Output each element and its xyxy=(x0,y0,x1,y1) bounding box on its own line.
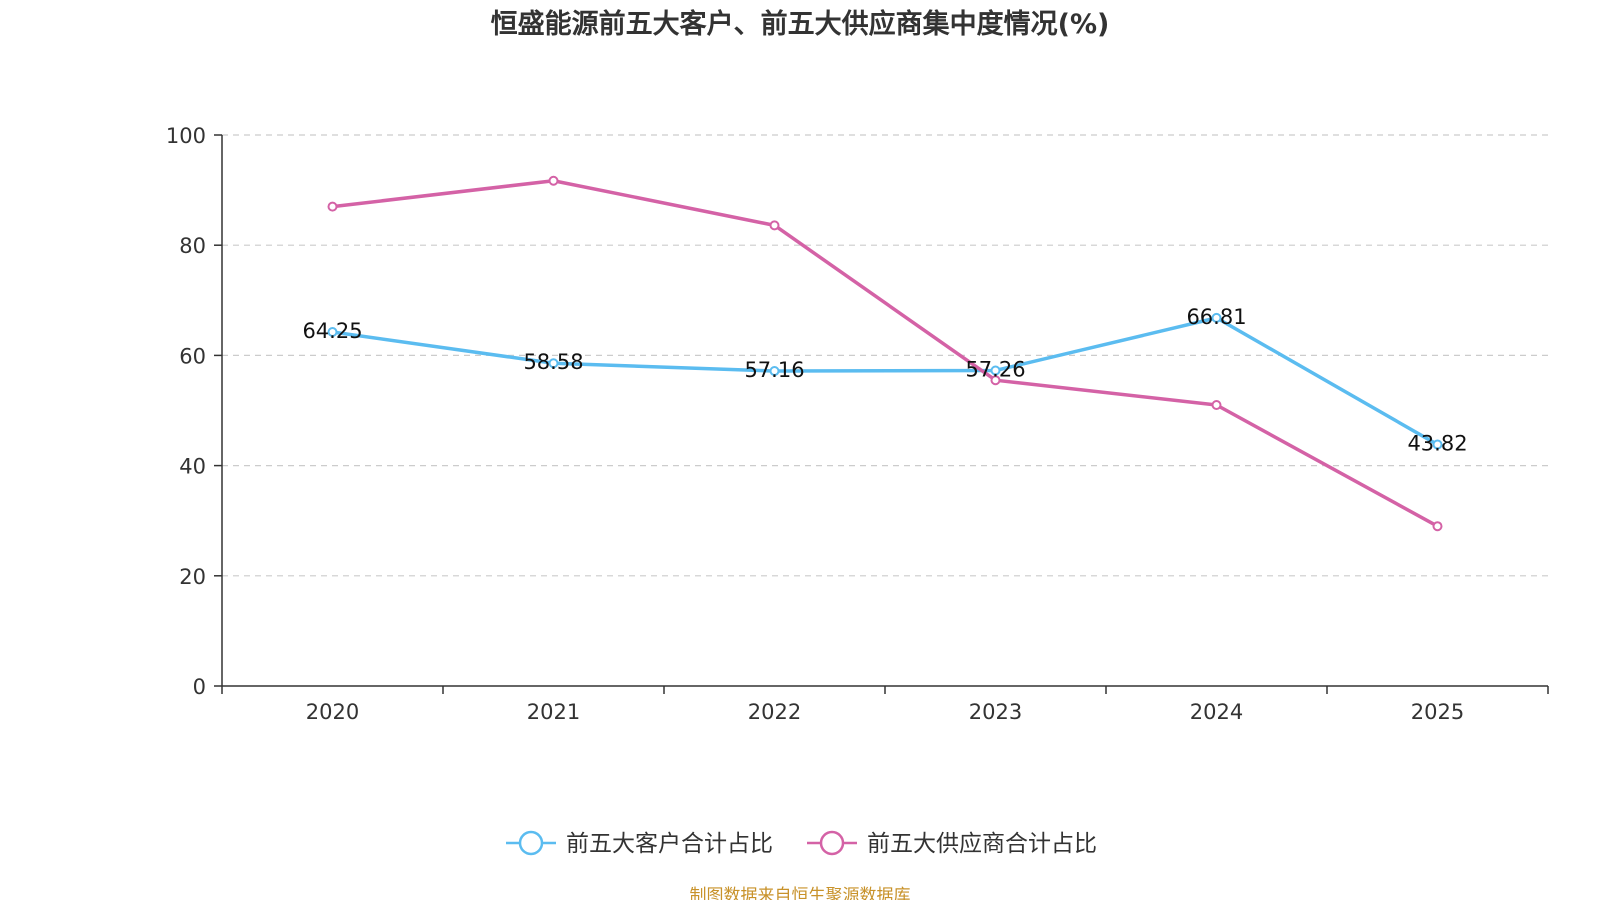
chart-title: 恒盛能源前五大客户、前五大供应商集中度情况(%) xyxy=(491,8,1110,40)
y-tick-label: 20 xyxy=(179,565,206,589)
data-point xyxy=(327,201,338,212)
x-tick-label: 2023 xyxy=(969,700,1022,724)
legend[interactable]: 前五大客户合计占比 前五大供应商合计占比 xyxy=(506,830,1097,857)
series-group xyxy=(327,175,1443,532)
data-label: 57.26 xyxy=(965,357,1025,381)
x-tick-label: 2021 xyxy=(527,700,580,724)
data-point xyxy=(1432,439,1443,450)
data-label: 43.82 xyxy=(1407,432,1467,456)
data-label: 58.58 xyxy=(523,350,583,374)
legend-item-suppliers[interactable]: 前五大供应商合计占比 xyxy=(807,830,1097,857)
data-point xyxy=(1211,312,1222,323)
data-labels: 64.25 58.58 57.16 57.26 66.81 43.82 xyxy=(302,305,1467,456)
legend-label-customers: 前五大客户合计占比 xyxy=(566,831,773,857)
legend-item-customers[interactable]: 前五大客户合计占比 xyxy=(506,830,773,857)
y-tick-label: 40 xyxy=(179,455,206,479)
legend-label-suppliers: 前五大供应商合计占比 xyxy=(867,831,1097,857)
data-label: 66.81 xyxy=(1186,305,1246,329)
data-label: 64.25 xyxy=(302,319,362,343)
data-label: 57.16 xyxy=(744,358,804,382)
y-tick-label: 0 xyxy=(193,675,206,699)
data-point xyxy=(1211,399,1222,410)
data-point xyxy=(548,175,559,186)
data-point xyxy=(990,375,1001,386)
data-point xyxy=(769,220,780,231)
y-tick-label: 100 xyxy=(166,124,206,148)
x-tick-label: 2024 xyxy=(1190,700,1243,724)
data-point xyxy=(1432,521,1443,532)
data-point xyxy=(769,366,780,377)
data-point xyxy=(327,326,338,337)
data-point xyxy=(548,358,559,369)
grid-lines xyxy=(222,134,1548,577)
y-tick-label: 80 xyxy=(179,234,206,258)
x-tick-label: 2025 xyxy=(1411,700,1464,724)
data-point xyxy=(990,365,1001,376)
series-line-0 xyxy=(332,316,1439,447)
y-tick-labels: 0 20 40 60 80 100 xyxy=(166,124,206,699)
x-tick-label: 2022 xyxy=(748,700,801,724)
y-tick-label: 60 xyxy=(179,344,206,368)
x-tick-labels: 2020 2021 2022 2023 2024 2025 xyxy=(306,700,1464,724)
series-line-1 xyxy=(332,178,1439,528)
x-tick-label: 2020 xyxy=(306,700,359,724)
legend-marker-customers-icon xyxy=(518,830,544,856)
axes xyxy=(214,134,1549,694)
source-note: 制图数据来自恒生聚源数据库 xyxy=(690,886,911,900)
legend-marker-suppliers-icon xyxy=(819,830,845,856)
